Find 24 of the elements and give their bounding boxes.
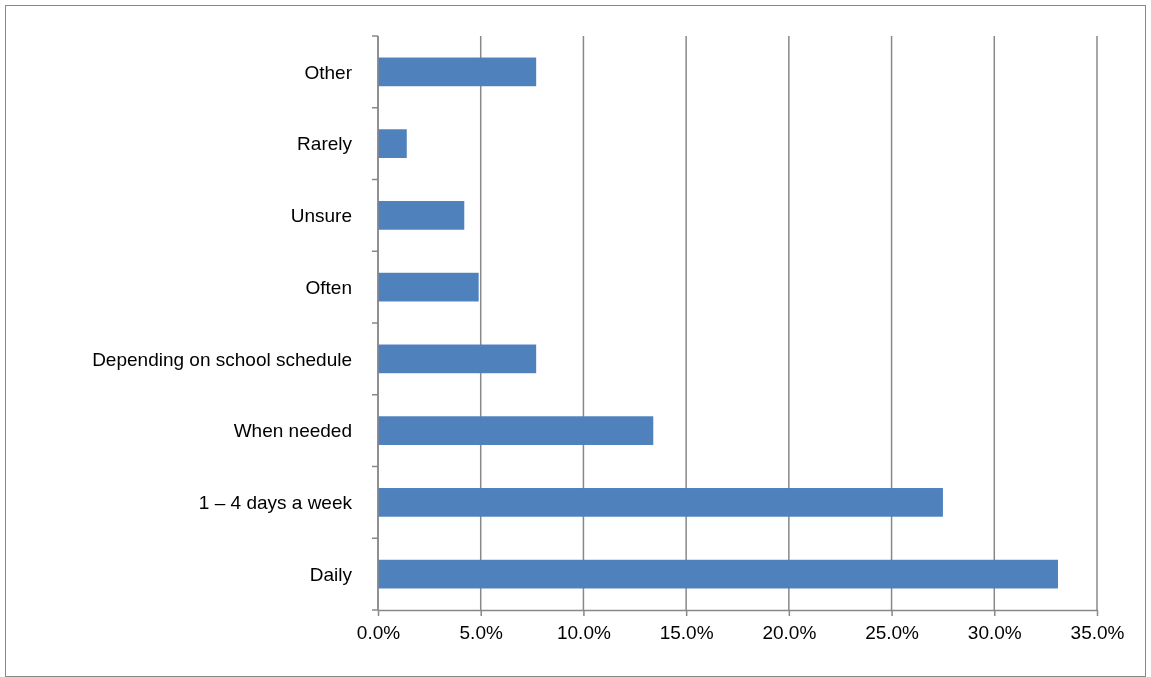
x-tick-label: 35.0% [1070, 622, 1125, 644]
bar [378, 129, 407, 158]
x-tick-label: 20.0% [762, 622, 817, 644]
bar [378, 488, 943, 517]
bar [378, 416, 654, 445]
y-tick-label: When needed [233, 420, 352, 442]
x-tick-label: 25.0% [865, 622, 920, 644]
bar [378, 344, 537, 374]
y-tick-label: 1 – 4 days a week [198, 492, 353, 514]
y-tick-label: Depending on school schedule [92, 348, 352, 370]
x-tick-label: 15.0% [659, 622, 714, 644]
x-tick-label: 0.0% [356, 622, 401, 644]
bar [378, 559, 1058, 589]
x-tick-label: 10.0% [556, 622, 611, 644]
y-tick-label: Unsure [290, 205, 352, 227]
x-tick-label: 5.0% [459, 622, 503, 644]
y-tick-label: Daily [309, 563, 353, 585]
y-tick-label: Rarely [297, 133, 353, 155]
y-tick-label: Often [305, 276, 352, 298]
bar [378, 201, 465, 230]
bar [378, 57, 537, 87]
y-tick-label: Other [304, 61, 353, 83]
x-tick-label: 30.0% [967, 622, 1022, 644]
bar [378, 272, 479, 302]
